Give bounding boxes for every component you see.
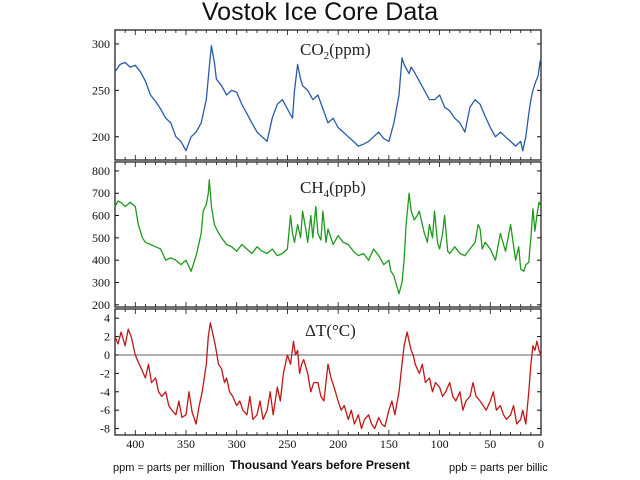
x-tick-label: 150 xyxy=(380,437,398,451)
panel-2: 200 300 400 500 600 700 800 CH4(ppb) xyxy=(92,161,542,312)
y-tick-label: 250 xyxy=(92,83,110,97)
y-tick-label: -4 xyxy=(100,385,110,399)
x-tick-label: 50 xyxy=(484,437,496,451)
chart-title: Vostok Ice Core Data xyxy=(201,0,439,26)
y-tick-label: 4 xyxy=(104,311,110,325)
y-tick-label: 700 xyxy=(92,186,110,200)
x-tick-label: 300 xyxy=(228,437,246,451)
y-tick-label: -8 xyxy=(100,422,110,436)
x-axis-label: Thousand Years before Present xyxy=(230,458,410,472)
x-tick-label: 100 xyxy=(431,437,449,451)
panel-label-3: ΔT(°C) xyxy=(305,321,356,340)
series-line-1 xyxy=(114,45,542,152)
panel-label-2: CH4(ppb) xyxy=(300,178,366,200)
y-tick-label: 200 xyxy=(92,298,110,312)
series-line-3 xyxy=(114,322,542,430)
panel-3: -8 -6 -4 -2 0 2 4 ΔT(°C) xyxy=(100,308,542,436)
units-note-left: ppm = parts per million xyxy=(113,462,225,474)
y-tick-label: 300 xyxy=(92,37,110,51)
y-tick-label: 300 xyxy=(92,275,110,289)
y-tick-label: 200 xyxy=(92,130,110,144)
series-line-2 xyxy=(114,179,542,295)
panel-frame xyxy=(114,161,542,308)
y-tick-label: 500 xyxy=(92,231,110,245)
y-tick-label: 600 xyxy=(92,209,110,223)
x-tick-label: 350 xyxy=(177,437,195,451)
units-note-right: ppb = parts per billic xyxy=(449,462,548,474)
y-tick-label: 2 xyxy=(104,330,110,344)
y-tick-label: 0 xyxy=(104,348,110,362)
x-tick-label: 0 xyxy=(538,437,544,451)
y-tick-label: 400 xyxy=(92,253,110,267)
y-tick-label: -2 xyxy=(100,366,110,380)
y-tick-label: -6 xyxy=(100,403,110,417)
panel-1: 200 250 300 CO2(ppm) xyxy=(92,29,542,161)
x-tick-label: 200 xyxy=(329,437,347,451)
panel-label-1: CO2(ppm) xyxy=(300,40,371,62)
x-tick-label: 250 xyxy=(278,437,296,451)
y-tick-label: 800 xyxy=(92,164,110,178)
x-tick-label: 400 xyxy=(126,437,144,451)
